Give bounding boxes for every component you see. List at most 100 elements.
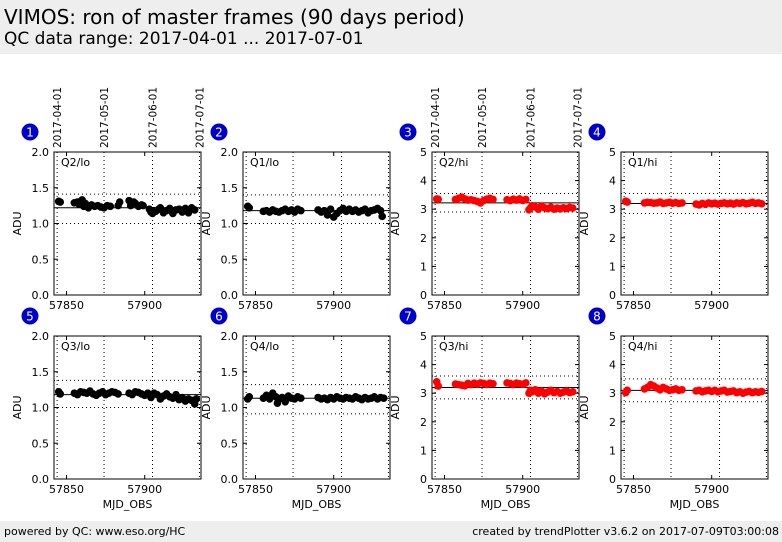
- plot-frame: [431, 335, 580, 480]
- panel-label: Q4/lo: [250, 340, 279, 353]
- y-tick-label: 1: [609, 260, 616, 273]
- x-tick-label: 57850: [616, 299, 651, 312]
- y-tick-label: 2.0: [32, 330, 50, 343]
- y-tick-label: 1.0: [32, 218, 50, 231]
- data-point: [678, 385, 686, 394]
- x-tick-label: 57900: [127, 483, 162, 496]
- y-tick-label: 0: [609, 473, 616, 486]
- x-tick-label: 57850: [49, 483, 84, 496]
- x-tick-label: 57900: [505, 483, 540, 496]
- y-tick-label: 4: [609, 175, 616, 188]
- y-tick-label: 1: [420, 260, 427, 273]
- y-tick-label: 1: [420, 444, 427, 457]
- y-tick-label: 1.5: [221, 182, 239, 195]
- data-point: [281, 397, 290, 406]
- data-point: [245, 203, 254, 212]
- data-point: [522, 195, 530, 204]
- x-tick-label: 57850: [238, 299, 273, 312]
- x-tick-label: 57900: [505, 299, 540, 312]
- footer-credit: powered by QC: www.eso.org/HC: [4, 525, 186, 538]
- plot-frame: [620, 335, 769, 480]
- panel-label: Q1/lo: [250, 156, 279, 169]
- y-tick-label: 0.0: [221, 473, 239, 486]
- x-axis-label: MJD_OBS: [103, 498, 153, 511]
- x-tick-label: 57900: [694, 483, 729, 496]
- data-point: [297, 394, 305, 403]
- y-tick-label: 2.0: [221, 330, 239, 343]
- x-tick-label: 57900: [316, 483, 351, 496]
- data-point: [568, 387, 577, 396]
- data-point: [434, 195, 443, 203]
- plot-frame: [242, 335, 391, 480]
- data-point: [326, 205, 335, 213]
- panel-label: Q2/hi: [439, 156, 468, 169]
- panel-number: 2: [215, 126, 223, 140]
- panel-number-badge: [21, 123, 39, 141]
- data-point: [378, 212, 386, 221]
- panel-number: 5: [26, 310, 34, 324]
- panel-number: 8: [593, 310, 601, 324]
- plot-frame: [431, 151, 580, 296]
- panel-label: Q4/hi: [628, 340, 657, 353]
- y-tick-label: 5: [420, 330, 427, 343]
- data-point: [114, 390, 122, 398]
- y-tick-label: 3: [420, 387, 427, 400]
- data-point: [678, 199, 686, 207]
- panel-number-badge: [210, 307, 228, 325]
- y-tick-label: 0.0: [32, 473, 50, 486]
- x-axis-label: MJD_OBS: [292, 498, 342, 511]
- data-point: [489, 195, 497, 204]
- y-axis-label: ADU: [389, 395, 402, 419]
- date-tick-label: 2017-05-01: [477, 87, 489, 148]
- data-point: [623, 198, 632, 206]
- panel-label: Q3/hi: [439, 340, 468, 353]
- page-footer: powered by QC: www.eso.org/HC created by…: [0, 521, 782, 542]
- data-point: [190, 206, 199, 214]
- y-tick-label: 1.5: [32, 366, 50, 379]
- x-tick-label: 57850: [427, 483, 462, 496]
- y-tick-label: 0: [609, 289, 616, 302]
- y-tick-label: 2.0: [221, 146, 239, 159]
- y-axis-label: ADU: [578, 211, 591, 235]
- panel-number: 3: [404, 126, 412, 140]
- data-point: [297, 206, 305, 215]
- panel-label: Q1/hi: [628, 156, 657, 169]
- y-tick-label: 2.0: [32, 146, 50, 159]
- y-tick-label: 3: [609, 203, 616, 216]
- y-tick-label: 5: [609, 146, 616, 159]
- panel-2: 0.0 0.5 1.0 1.5 2.0 57850 57900 Q1/lo ADU 2: [200, 123, 391, 312]
- panel-number: 1: [26, 126, 34, 140]
- x-tick-label: 57850: [49, 299, 84, 312]
- x-axis-label: MJD_OBS: [670, 498, 720, 511]
- y-tick-label: 3: [609, 387, 616, 400]
- y-axis-label: ADU: [200, 395, 213, 419]
- panel-label: Q2/lo: [61, 156, 90, 169]
- data-point: [568, 204, 577, 212]
- y-tick-label: 1.5: [32, 182, 50, 195]
- panel-number-badge: [399, 123, 417, 141]
- y-tick-label: 0.5: [32, 437, 50, 450]
- panel-number-badge: [588, 307, 606, 325]
- panel-5: 0.0 0.5 1.0 1.5 2.0 57850 57900 Q3/lo ADU MJD_OBS…: [11, 307, 202, 511]
- y-tick-label: 1.0: [221, 402, 239, 415]
- panel-8: 0 1 2 3 4 5 57850 57900 Q4/hi ADU MJD_OBS 8: [578, 307, 769, 511]
- page-title: VIMOS: ron of master frames (90 days per…: [4, 5, 465, 29]
- y-tick-label: 2: [609, 416, 616, 429]
- y-tick-label: 1: [609, 444, 616, 457]
- data-point: [115, 198, 124, 206]
- page-subtitle: QC data range: 2017-04-01 ... 2017-07-01: [4, 29, 364, 49]
- x-tick-label: 57850: [238, 483, 273, 496]
- plot-frame: [620, 151, 769, 296]
- y-tick-label: 1.0: [221, 218, 239, 231]
- y-tick-label: 0.5: [221, 253, 239, 266]
- y-tick-label: 0.5: [221, 437, 239, 450]
- y-tick-label: 4: [420, 175, 427, 188]
- panel-number-badge: [210, 123, 228, 141]
- x-tick-label: 57900: [316, 299, 351, 312]
- panel-1: 0.0 0.5 1.0 1.5 2.0 57850 57900 2017-04-01 2017-…: [11, 87, 206, 312]
- x-tick-label: 57850: [427, 299, 462, 312]
- y-axis-label: ADU: [11, 395, 24, 419]
- data-point: [757, 387, 766, 396]
- y-tick-label: 0.0: [221, 289, 239, 302]
- y-tick-label: 4: [420, 359, 427, 372]
